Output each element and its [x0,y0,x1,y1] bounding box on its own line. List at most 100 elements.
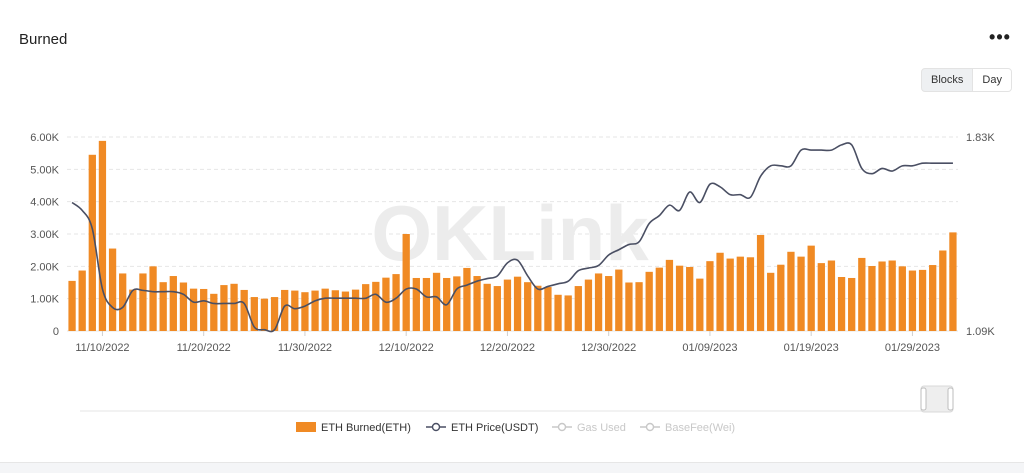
burned-bar [534,285,542,331]
burned-bar [686,266,694,331]
x-tick-label: 11/30/2022 [278,342,332,354]
x-tick-label: 11/20/2022 [177,342,231,354]
more-horizontal-icon[interactable]: ••• [989,27,1011,47]
burned-bar [351,289,360,331]
burned-bar [301,292,309,331]
burned-bar [554,294,562,331]
view-toggle: Blocks Day [921,68,1012,92]
burned-bar [675,265,684,331]
burned-bar [767,272,775,331]
burned-bar [473,276,481,331]
zoom-slider-handle[interactable] [920,387,927,411]
burned-bar [625,282,633,331]
burned-bar [939,250,947,331]
burned-bar [635,282,643,331]
y-right-tick-label: 1.83K [966,132,995,144]
day-tab[interactable]: Day [972,69,1011,91]
x-tick-label: 12/10/2022 [379,342,434,354]
burned-bar [402,234,410,331]
y-left-tick-label: 0 [53,326,59,338]
burned-bar [756,234,765,331]
x-tick-label: 11/10/2022 [75,342,129,354]
zoom-slider-handle[interactable] [947,387,954,411]
legend-marker-icon [431,422,441,432]
burned-bar [382,277,390,331]
y-left-tick-label: 5.00K [30,164,59,176]
burned-bar [807,245,815,331]
burned-bar [108,248,117,331]
burned-bar [918,269,927,331]
burned-bar [321,288,329,331]
burned-bar [817,263,825,331]
burned-bar [281,289,289,331]
burned-bar [291,290,299,331]
chart-card: Burned ••• Blocks Day OKLink 0 1.00K 2.00K… [0,0,1024,463]
price-line [71,142,953,333]
burned-bar [655,267,663,331]
x-tick-label: 01/29/2023 [885,342,940,354]
burned-bar [929,265,937,331]
burned-bar [564,295,572,331]
burned-bar [605,276,613,331]
blocks-tab[interactable]: Blocks [931,74,964,86]
legend-label: ETH Burned(ETH) [321,422,411,434]
burned-bar [503,279,512,331]
burned-bar [949,232,957,331]
burned-bar [898,266,906,331]
burned-bar [139,273,147,331]
burned-bar [179,282,188,331]
burned-bar [544,287,552,331]
burned-bar [584,279,593,331]
burned-bar [392,274,400,331]
burned-bar [615,269,623,331]
legend-item[interactable]: BaseFee(Wei) [640,422,735,434]
burned-chart: OKLink 0 1.00K 2.00K 3.00K 4.00K 5.00K 6.00K 1.… [30,132,995,434]
y-left-tick-label: 2.00K [30,261,59,273]
burned-bar [848,277,856,331]
legend-label: BaseFee(Wei) [665,422,735,434]
watermark-text: OKLink [371,189,649,277]
burned-bar [331,290,339,331]
legend-item[interactable]: ETH Burned(ETH) [296,422,411,434]
burned-bar [868,266,876,331]
burned-bar [594,273,603,331]
legend-item[interactable]: ETH Price(USDT) [426,422,538,434]
burned-bar [260,298,269,331]
burned-bar [68,280,76,331]
burned-bar [716,252,724,331]
burned-bar [837,277,846,331]
x-tick-label: 12/20/2022 [480,342,535,354]
burned-bar [88,154,96,331]
burned-bar [908,270,917,331]
burned-bar [746,257,755,331]
burned-bar [422,277,431,331]
y-left-tick-label: 6.00K [30,132,59,144]
burned-bar [726,258,734,331]
burned-bar [432,272,441,331]
chart-title: Burned [19,31,68,48]
burned-bar [463,267,471,331]
burned-bar [270,297,279,331]
burned-bar [524,282,532,331]
burned-bar [827,260,836,331]
legend-item[interactable]: Gas Used [552,422,626,434]
burned-bar [169,276,177,331]
burned-bar [777,264,785,331]
burned-bar [149,266,157,331]
burned-bar [645,271,653,331]
burned-bar [362,284,370,331]
legend-label: ETH Price(USDT) [451,422,538,434]
y-left-tick-label: 3.00K [30,229,59,241]
x-tick-label: 01/19/2023 [784,342,839,354]
y-left-tick-label: 1.00K [30,294,59,306]
burned-bar [878,261,886,331]
burned-bar [858,257,866,331]
burned-bar [665,259,674,331]
burned-bar [250,297,258,331]
burned-bar [706,261,714,331]
legend-marker-icon [645,422,655,432]
burned-bar [230,283,238,331]
burned-bar [412,277,420,331]
burned-bar [159,282,167,331]
y-right-tick-label: 1.09K [966,326,995,338]
